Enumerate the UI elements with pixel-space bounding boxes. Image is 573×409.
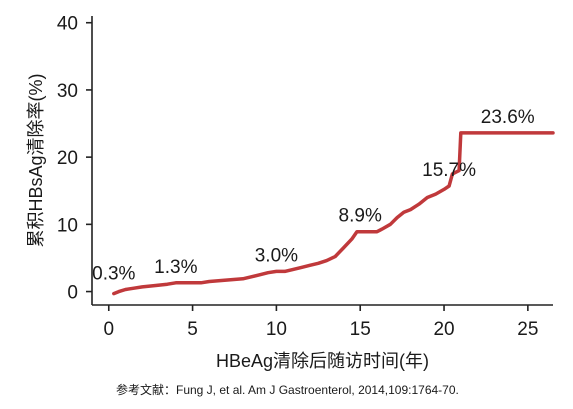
x-tick-label: 10 <box>266 319 287 340</box>
ticks: 0 10 20 30 40 0 5 10 15 20 25 <box>57 14 539 340</box>
x-tick-label: 5 <box>187 319 198 340</box>
series-group <box>112 131 555 296</box>
reference-citation: 参考文献：Fung J, et al. Am J Gastroenterol, … <box>116 383 459 397</box>
data-label: 3.0% <box>255 245 298 266</box>
data-label: 1.3% <box>154 257 197 278</box>
data-labels: 0.3% 1.3% 3.0% 8.9% 15.7% 23.6% <box>92 107 535 285</box>
x-tick-label: 0 <box>103 319 114 340</box>
x-axis-title: HBeAg清除后随访时间(年) <box>216 351 429 371</box>
y-tick-label: 40 <box>57 14 78 35</box>
y-tick-label: 20 <box>57 148 78 169</box>
data-label: 0.3% <box>92 264 135 285</box>
y-tick-label: 0 <box>67 283 78 304</box>
data-label: 23.6% <box>481 107 535 128</box>
x-tick-label: 20 <box>433 319 454 340</box>
data-label: 8.9% <box>339 206 382 227</box>
y-axis-title: 累积HBsAg清除率(%) <box>26 73 46 247</box>
data-label: 15.7% <box>422 160 476 181</box>
y-tick-label: 30 <box>57 81 78 102</box>
cumulative-rate-line <box>112 131 555 296</box>
x-tick-label: 25 <box>517 319 538 340</box>
y-tick-label: 10 <box>57 215 78 236</box>
x-tick-label: 15 <box>350 319 371 340</box>
axes <box>91 16 553 306</box>
